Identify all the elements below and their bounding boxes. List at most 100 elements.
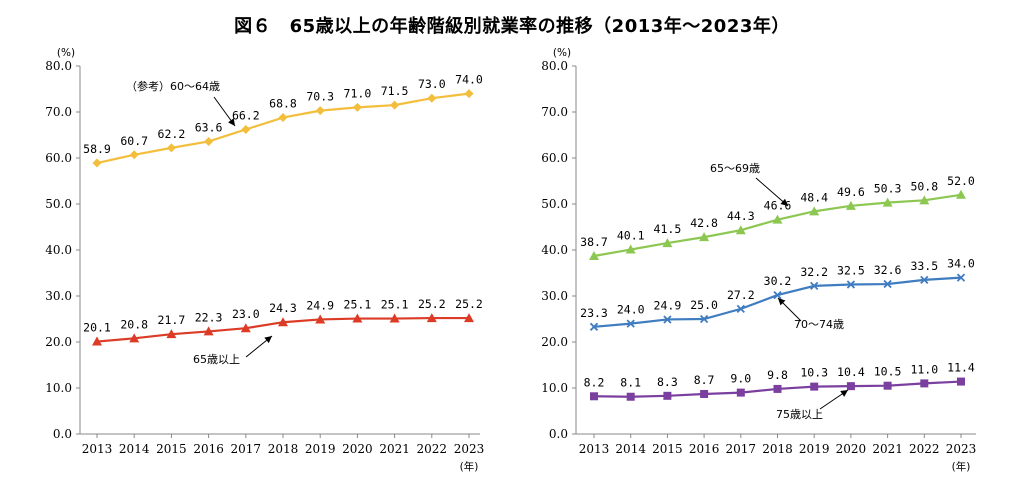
- data-point: [846, 382, 855, 391]
- data-point: [278, 317, 288, 327]
- y-axis-unit: (%): [57, 47, 75, 59]
- data-label: 10.3: [800, 366, 828, 380]
- data-point: [464, 313, 474, 323]
- data-label: 25.1: [344, 298, 372, 312]
- data-label: 24.9: [654, 298, 682, 312]
- y-tick-label: 20.0: [541, 335, 568, 349]
- data-point: [204, 136, 214, 146]
- y-tick-label: 40.0: [45, 243, 72, 257]
- data-point: [810, 382, 819, 391]
- data-point: [809, 206, 820, 216]
- x-tick-label: 2022: [417, 442, 448, 456]
- data-point: [663, 391, 672, 400]
- x-tick-label: 2018: [762, 442, 793, 456]
- data-label: 24.9: [306, 298, 334, 312]
- y-tick-label: 70.0: [45, 105, 72, 119]
- data-label: 48.4: [800, 190, 828, 204]
- y-tick-label: 80.0: [541, 59, 568, 73]
- data-point: [625, 244, 636, 254]
- data-label: 34.0: [947, 257, 975, 271]
- data-point: [699, 232, 710, 242]
- data-point: [427, 93, 437, 103]
- data-label: 74.0: [455, 73, 483, 87]
- data-label: 25.2: [455, 297, 483, 311]
- series-annotation: 70～74歳: [794, 318, 844, 331]
- data-point: [166, 329, 177, 339]
- annotation-arrow-head: [778, 298, 786, 306]
- data-point: [883, 381, 892, 390]
- x-axis-unit: (年): [952, 460, 971, 473]
- y-tick-label: 70.0: [541, 105, 568, 119]
- y-tick-label: 40.0: [541, 243, 568, 257]
- data-point: [589, 250, 599, 260]
- data-label: 24.0: [617, 303, 645, 317]
- data-label: 25.2: [418, 297, 446, 311]
- x-tick-label: 2023: [946, 442, 977, 456]
- data-label: 60.7: [120, 134, 148, 148]
- data-point: [92, 336, 102, 346]
- data-label: 73.0: [418, 77, 446, 91]
- data-point: [589, 322, 599, 331]
- data-label: 10.4: [837, 365, 865, 379]
- data-label: 8.3: [657, 375, 678, 389]
- data-label: 42.8: [690, 216, 718, 230]
- annotation-arrow-head: [264, 336, 272, 344]
- x-tick-label: 2021: [379, 442, 410, 456]
- data-label: 27.2: [727, 288, 755, 302]
- data-label: 10.5: [874, 365, 902, 379]
- data-point: [700, 389, 709, 398]
- data-label: 66.2: [232, 108, 260, 122]
- y-tick-label: 50.0: [541, 197, 568, 211]
- series-annotation: 65歳以上: [193, 353, 240, 366]
- data-label: 23.3: [580, 306, 608, 320]
- data-point: [735, 225, 746, 235]
- data-label: 71.5: [381, 84, 409, 98]
- data-point: [166, 143, 176, 153]
- data-label: 70.3: [306, 90, 334, 104]
- x-tick-label: 2015: [156, 442, 187, 456]
- x-tick-label: 2016: [193, 442, 224, 456]
- data-point: [956, 189, 966, 199]
- data-label: 32.5: [837, 264, 865, 278]
- data-point: [352, 102, 362, 112]
- data-point: [626, 392, 635, 401]
- data-point: [278, 113, 288, 123]
- data-point: [699, 314, 709, 324]
- data-label: 71.0: [344, 86, 372, 100]
- x-tick-label: 2013: [82, 442, 113, 456]
- data-label: 25.1: [381, 298, 409, 312]
- data-point: [736, 304, 745, 314]
- data-label: 49.6: [837, 185, 865, 199]
- data-label: 40.1: [617, 229, 645, 243]
- data-point: [845, 200, 856, 210]
- data-point: [957, 377, 965, 386]
- data-label: 20.8: [120, 317, 148, 331]
- data-point: [389, 313, 400, 323]
- data-label: 8.2: [584, 375, 605, 389]
- data-point: [203, 326, 214, 336]
- x-tick-label: 2014: [119, 442, 150, 456]
- chart-title: 図６ 65歳以上の年齢階級別就業率の推移（2013年～2023年）: [234, 16, 790, 37]
- data-point: [662, 238, 673, 248]
- data-point: [352, 313, 363, 323]
- data-point: [736, 388, 745, 397]
- data-point: [129, 333, 140, 343]
- data-label: 44.3: [727, 209, 755, 223]
- y-tick-label: 60.0: [45, 151, 72, 165]
- data-point: [426, 313, 437, 323]
- annotation-arrow-head: [840, 390, 848, 397]
- y-axis-unit: (%): [553, 47, 571, 59]
- data-label: 62.2: [158, 127, 186, 141]
- data-label: 32.2: [800, 265, 828, 279]
- y-tick-label: 10.0: [45, 381, 72, 395]
- data-label: 68.8: [269, 97, 297, 111]
- data-point: [240, 323, 251, 333]
- series-annotation: 65～69歳: [710, 162, 760, 175]
- data-label: 63.6: [195, 120, 223, 134]
- data-point: [315, 106, 325, 116]
- annotation-arrow-head: [228, 118, 235, 126]
- data-point: [956, 273, 966, 282]
- data-label: 8.7: [694, 373, 715, 387]
